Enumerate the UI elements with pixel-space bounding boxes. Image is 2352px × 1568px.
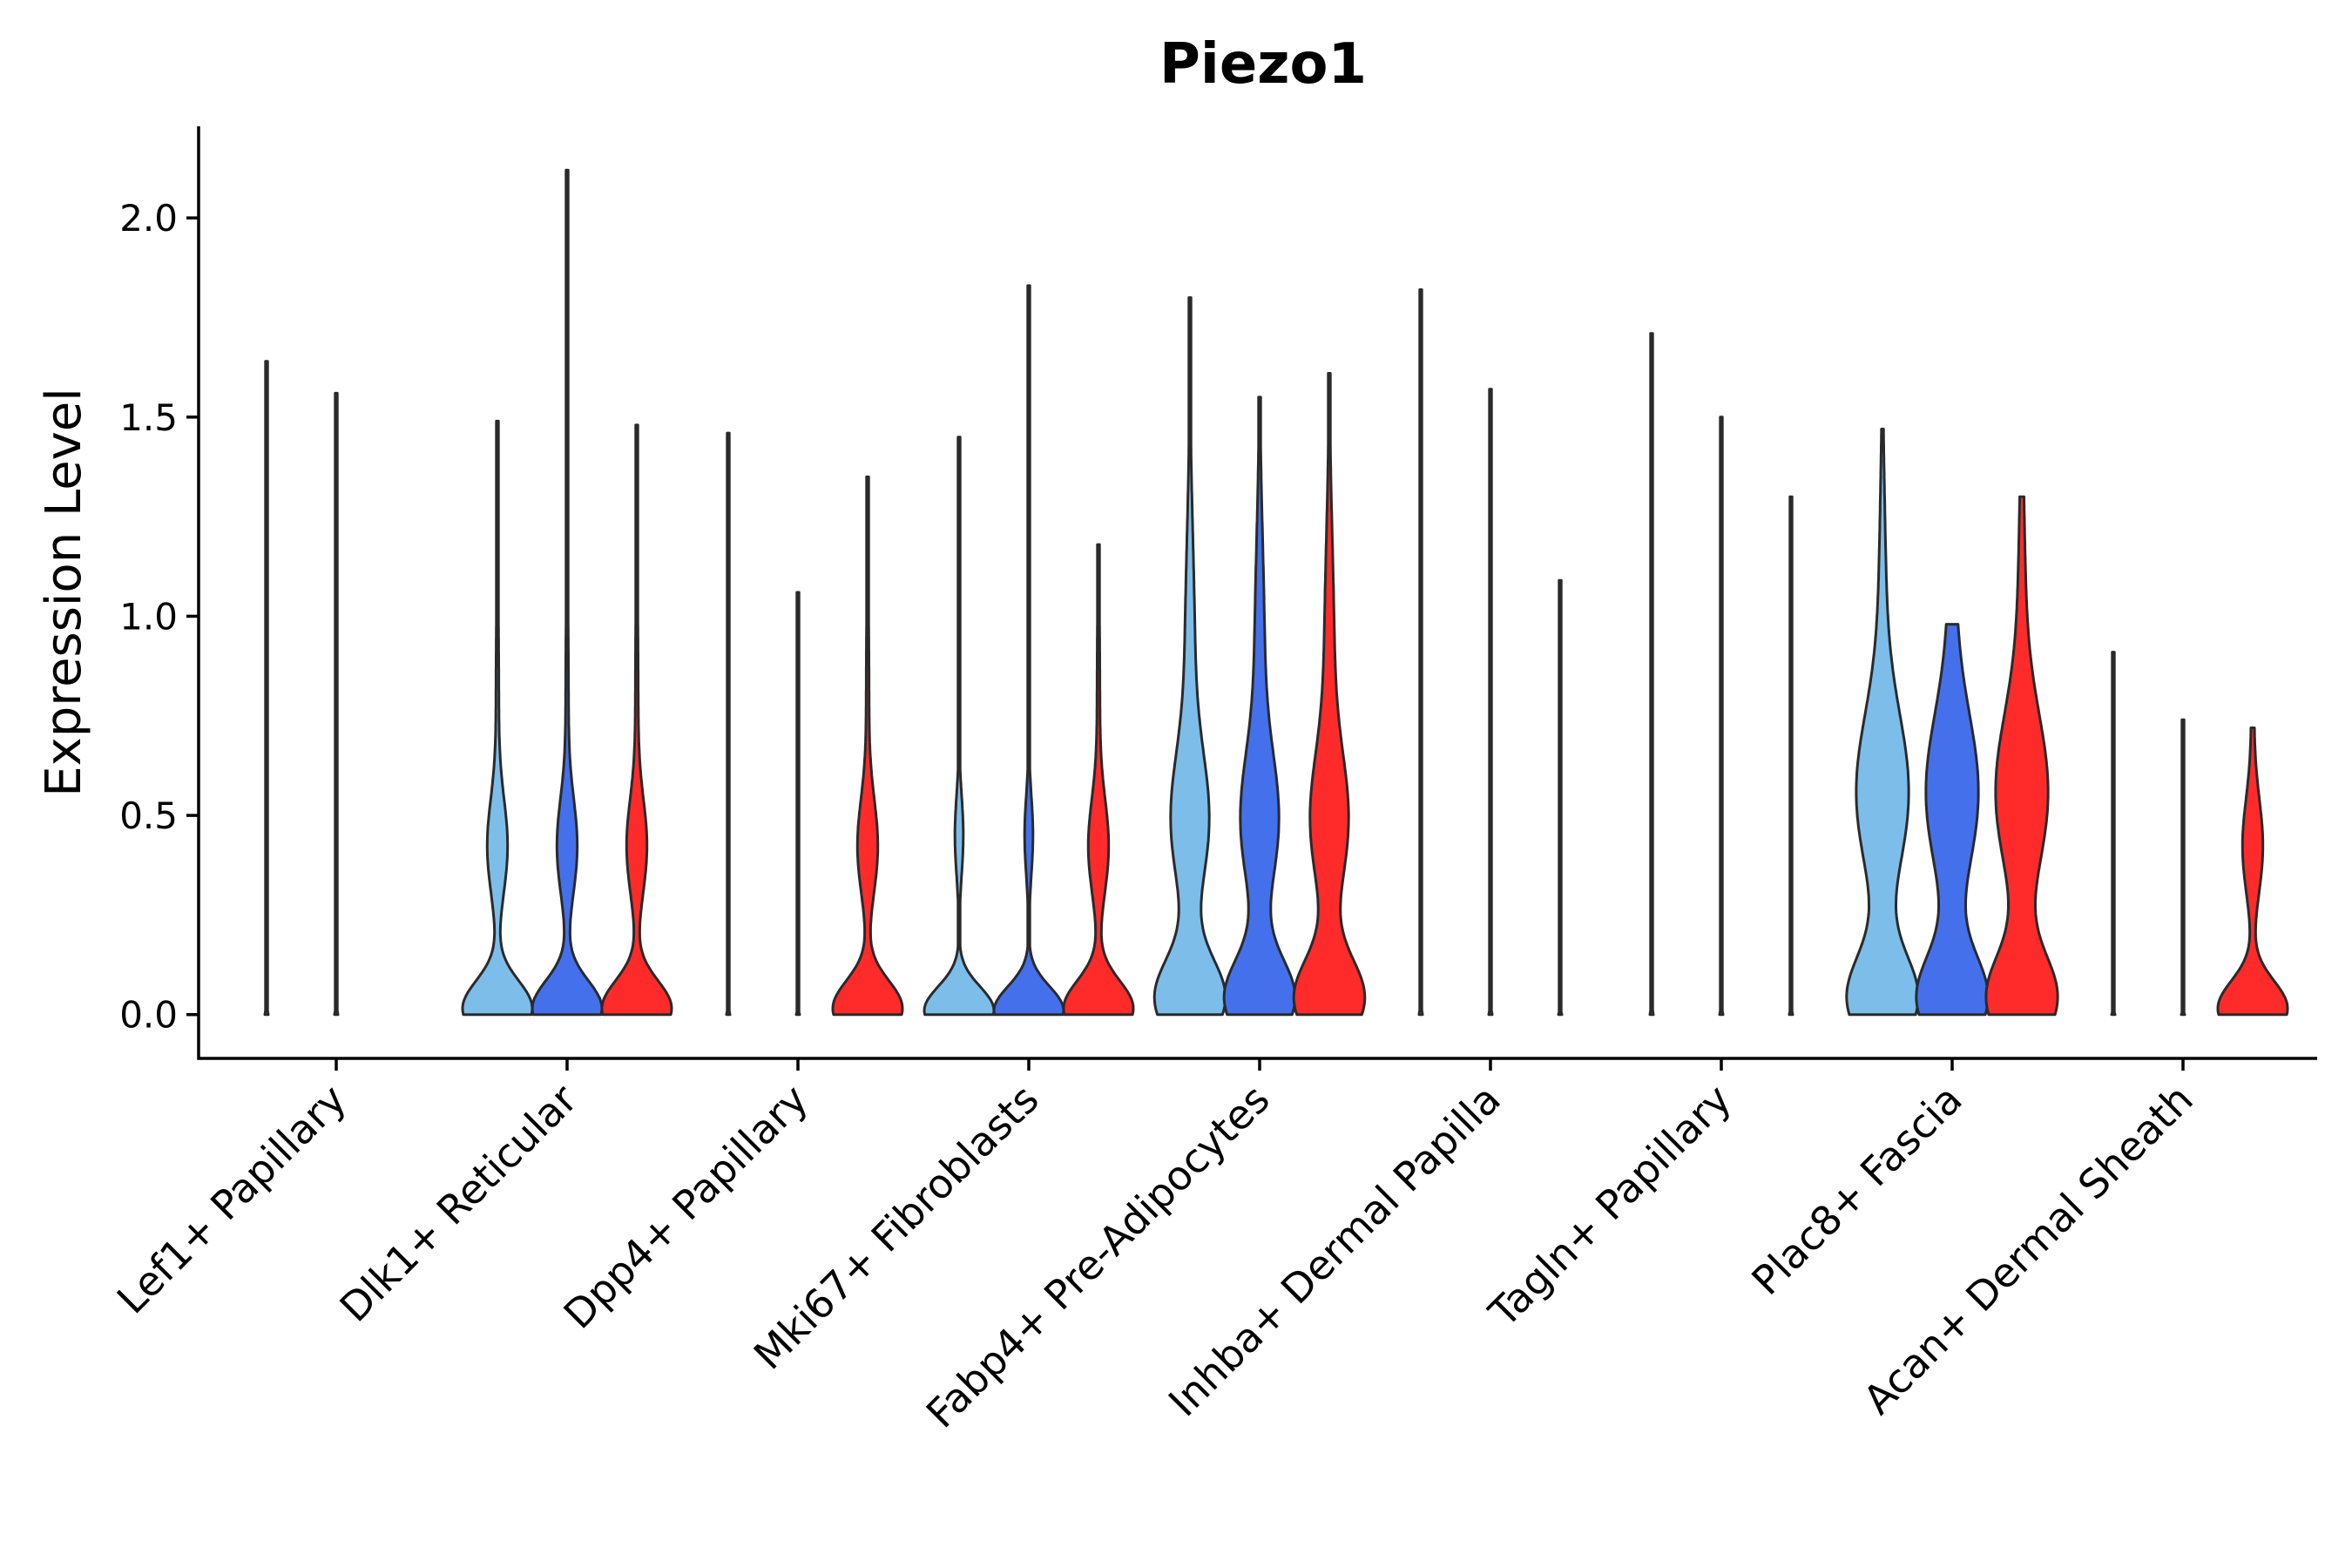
violin-8-1	[1845, 428, 1920, 1017]
violin-9-3	[2216, 727, 2289, 1017]
x-tick-label: Dlk1+ Reticular	[331, 1076, 586, 1331]
violin-1-1	[263, 360, 270, 1017]
violin-9-2	[2180, 718, 2186, 1017]
x-tick-label: Plac8+ Fascia	[1742, 1076, 1970, 1304]
x-tick-label: Dpp4+ Papillary	[555, 1076, 817, 1338]
violin-9-1	[2110, 651, 2117, 1017]
y-tick-label: 2.0	[119, 197, 178, 240]
violin-2-2	[531, 168, 604, 1017]
violin-8-2	[1915, 623, 1990, 1017]
violin-3-1	[725, 431, 732, 1017]
violin-4-2	[992, 284, 1065, 1017]
violin-2-3	[600, 423, 673, 1017]
axis-lines	[197, 126, 2317, 1060]
violins-layer	[263, 168, 2289, 1017]
violin-7-1	[1648, 332, 1655, 1017]
x-tick-label: Tagln+ Papillary	[1479, 1076, 1740, 1337]
violin-3-3	[831, 475, 904, 1017]
violin-5-3	[1292, 372, 1367, 1017]
violin-7-3	[1788, 495, 1794, 1017]
y-tick-label: 1.0	[119, 595, 178, 638]
chart-title: Piezo1	[1159, 32, 1367, 97]
y-tick-label: 0.0	[119, 994, 178, 1037]
y-tick-label: 1.5	[119, 396, 178, 439]
violin-6-1	[1417, 288, 1424, 1017]
x-tick-label: Lef1+ Papillary	[108, 1076, 355, 1323]
violin-5-1	[1152, 296, 1227, 1017]
violin-4-1	[923, 436, 996, 1017]
violin-4-3	[1062, 543, 1135, 1017]
violin-6-2	[1487, 388, 1494, 1017]
violin-1-2	[333, 391, 340, 1017]
violin-5-2	[1222, 395, 1297, 1017]
y-axis-label: Expression Level	[36, 388, 92, 797]
violin-2-1	[461, 419, 534, 1017]
violin-6-3	[1557, 578, 1564, 1017]
violin-7-2	[1718, 416, 1725, 1017]
y-tick-label: 0.5	[119, 794, 178, 837]
violin-3-2	[794, 591, 801, 1017]
violin-8-3	[1984, 495, 2059, 1017]
